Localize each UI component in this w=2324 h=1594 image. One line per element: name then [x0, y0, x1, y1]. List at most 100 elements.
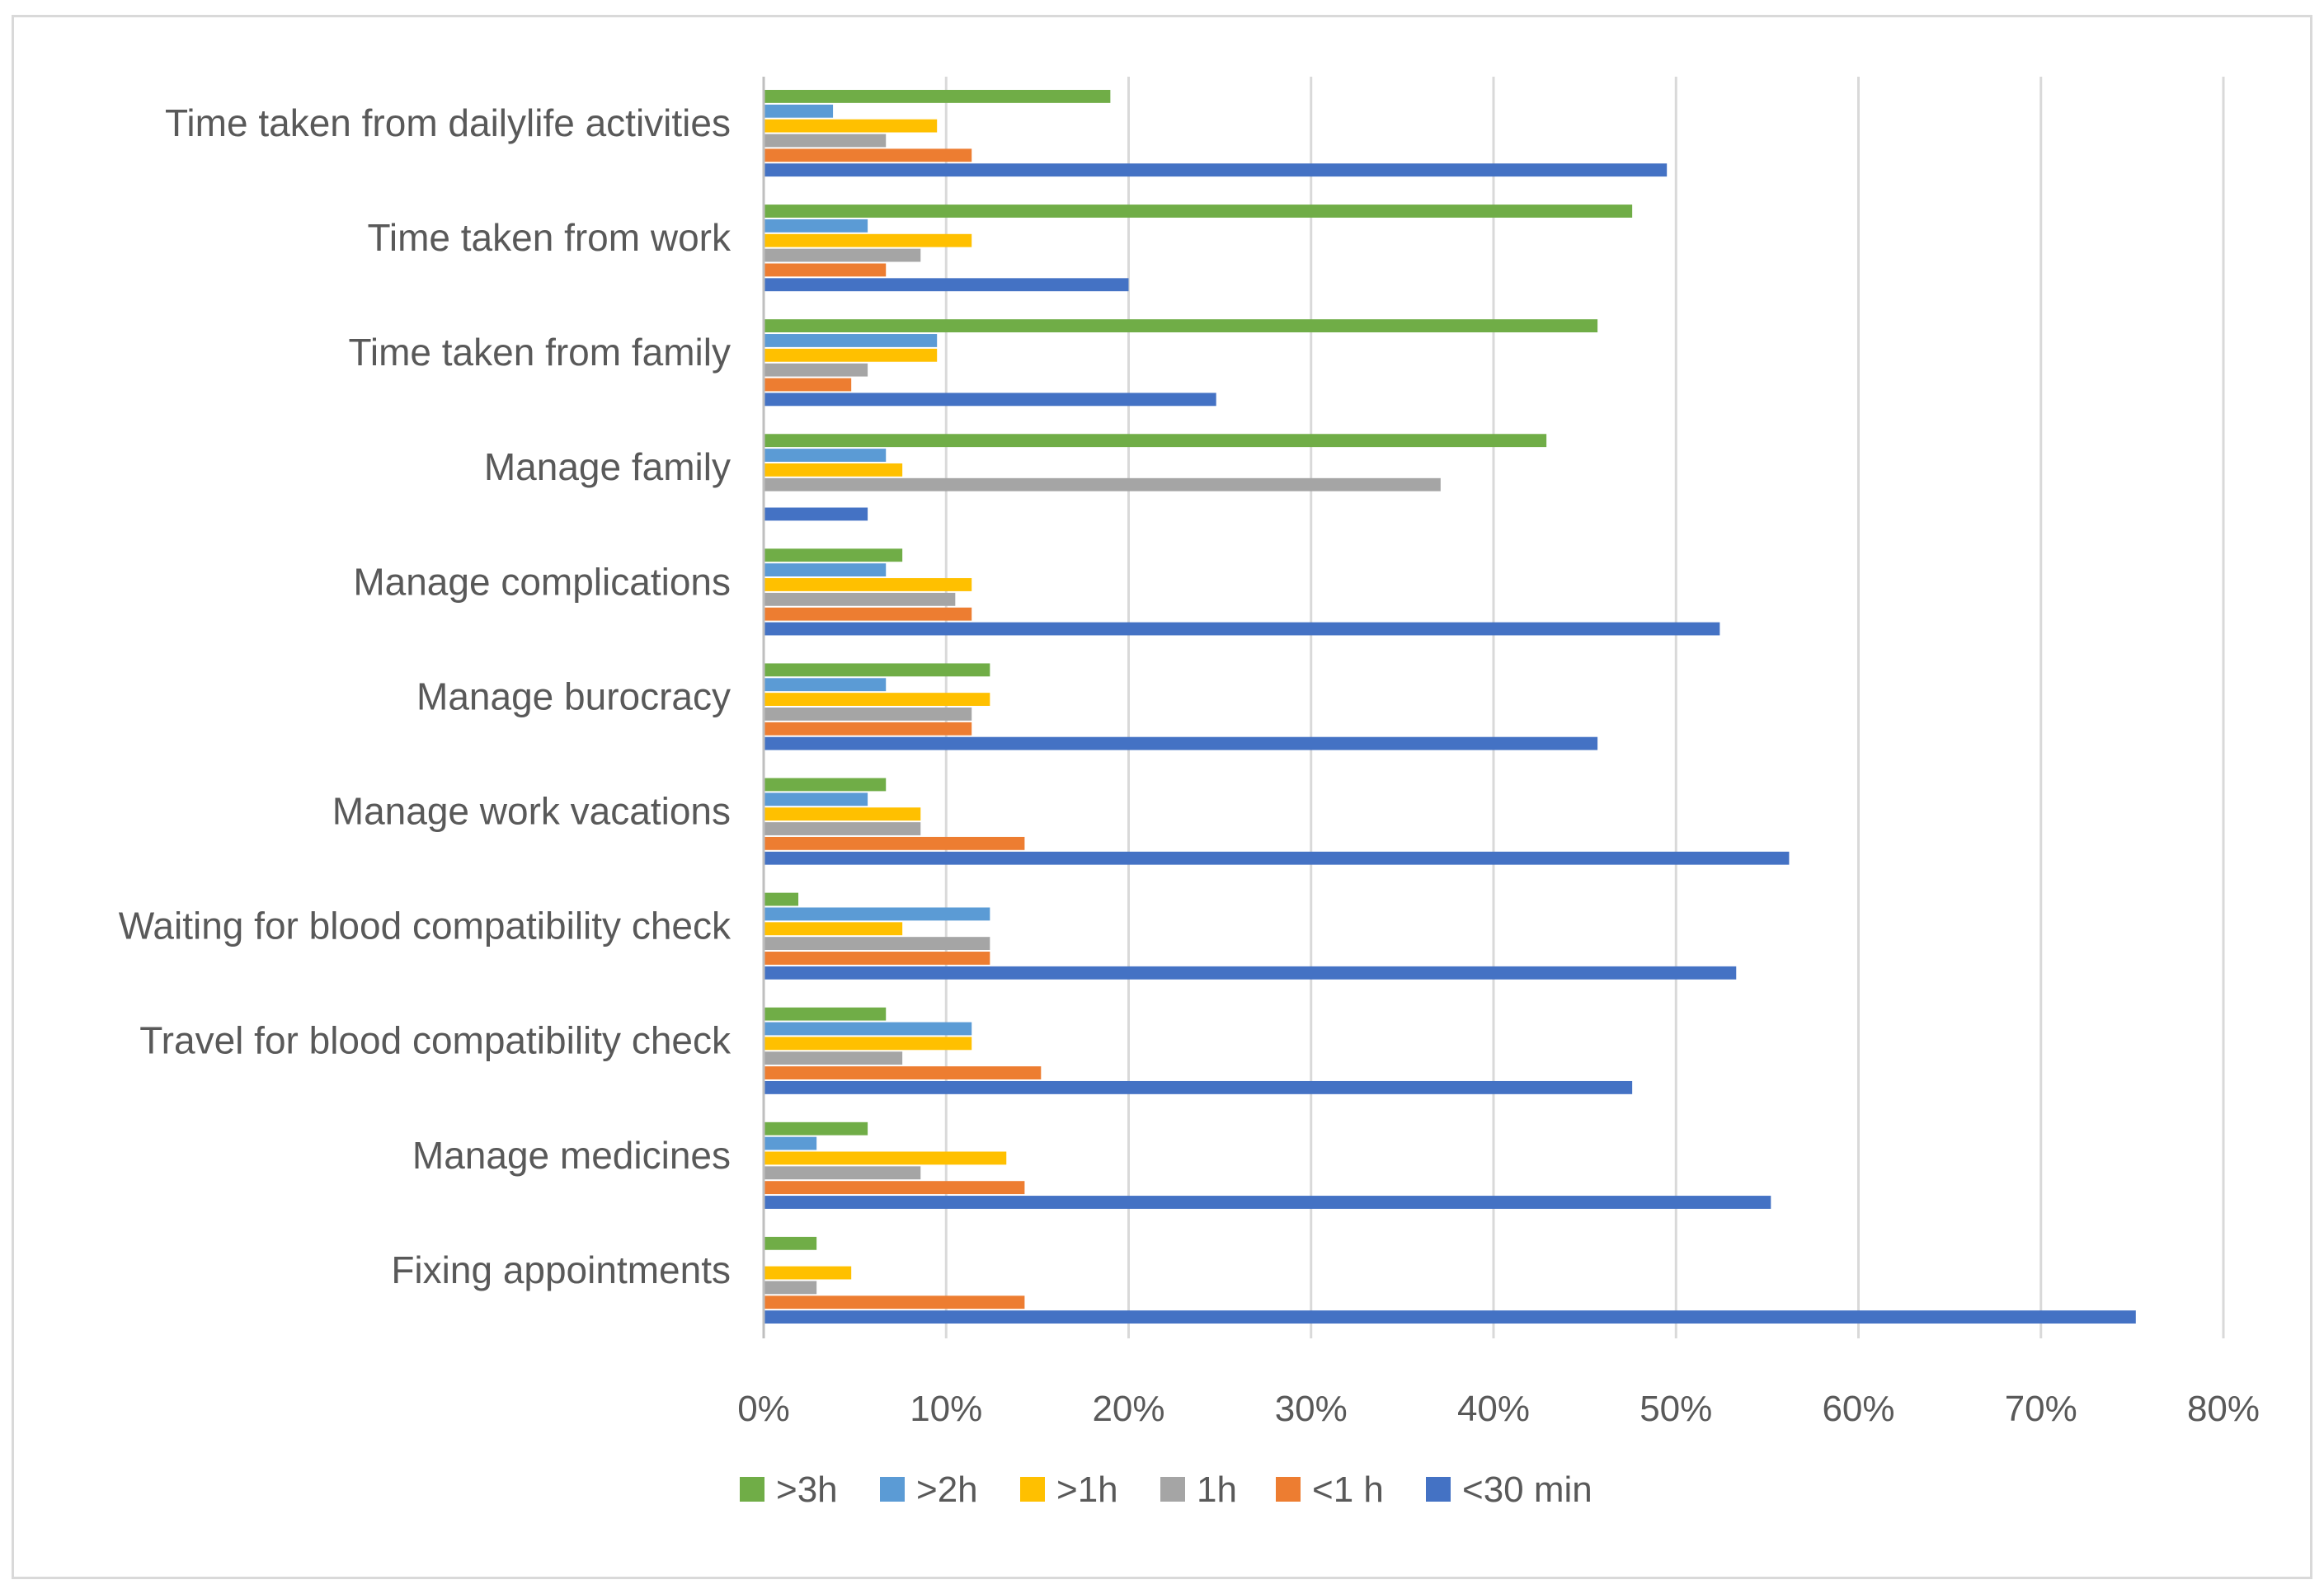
bar-2h-0 [764, 104, 834, 118]
bar-1h-4 [764, 578, 972, 591]
category-label: Fixing appointments [391, 1248, 731, 1291]
legend-label: >3h [776, 1469, 838, 1510]
bar-3h-6 [764, 778, 887, 792]
bar-2h-2 [764, 334, 938, 347]
x-tick-label: 50% [1640, 1389, 1712, 1429]
bar-1h-7 [764, 952, 990, 965]
bar-1h-1 [764, 233, 972, 247]
legend-label: >2h [916, 1469, 978, 1510]
bar-1h-0 [764, 119, 938, 133]
bar-2h-1 [764, 219, 868, 233]
bar-2h-7 [764, 907, 990, 921]
bar-2h-5 [764, 678, 887, 692]
bar-2h-9 [764, 1136, 817, 1150]
bar-30min-4 [764, 622, 1720, 636]
category-label: Manage medicines [412, 1134, 731, 1177]
bar-30min-6 [764, 851, 1790, 865]
bar-1h-9 [764, 1181, 1025, 1195]
legend-label: 1h [1197, 1469, 1237, 1510]
bar-1h-5 [764, 722, 972, 736]
bar-30min-7 [764, 966, 1737, 980]
bar-1h-10 [764, 1295, 1025, 1310]
bar-1h-0 [764, 134, 887, 148]
bar-1h-2 [764, 378, 852, 392]
bar-30min-10 [764, 1310, 2136, 1324]
category-label: Time taken from work [367, 216, 732, 259]
bar-1h-3 [764, 463, 903, 477]
bar-1h-1 [764, 248, 921, 262]
bar-30min-5 [764, 736, 1598, 750]
x-tick-label: 20% [1092, 1389, 1164, 1429]
legend-swatch [1426, 1477, 1451, 1502]
bar-3h-2 [764, 319, 1598, 333]
bar-3h-0 [764, 89, 1111, 103]
bar-2h-4 [764, 563, 887, 577]
bar-3h-10 [764, 1236, 817, 1250]
legend-label: <1 h [1312, 1469, 1384, 1510]
bar-30min-2 [764, 393, 1216, 407]
category-label: Time taken from family [348, 331, 731, 374]
legend: >3h >2h >1h 1h <1 h <30 min [740, 1469, 1592, 1510]
bar-chart: Time taken from dailylife activities Time… [119, 77, 2260, 1510]
bar-2h-8 [764, 1022, 972, 1036]
category-label: Waiting for blood compatibility check [119, 905, 732, 947]
bar-1h-6 [764, 836, 1025, 850]
category-label: Manage work vacations [332, 790, 731, 833]
x-tick-label: 80% [2187, 1389, 2260, 1429]
bar-1h-5 [764, 693, 990, 706]
category-label: Manage burocracy [416, 675, 731, 717]
bar-1h-3 [764, 477, 1441, 491]
x-tick-label: 60% [1822, 1389, 1894, 1429]
bar-1h-5 [764, 708, 972, 721]
category-label: Manage complications [353, 560, 731, 603]
bar-3h-7 [764, 892, 799, 906]
bar-30min-1 [764, 278, 1129, 292]
x-tick-label: 40% [1457, 1389, 1530, 1429]
bar-1h-7 [764, 922, 903, 936]
x-tick-label: 0% [737, 1389, 790, 1429]
bar-1h-0 [764, 148, 972, 162]
x-tick-labels: 0% 10% 20% 30% 40% 50% 60% 70% 80% [737, 1389, 2260, 1429]
legend-label: >1h [1056, 1469, 1118, 1510]
legend-swatch [1276, 1477, 1301, 1502]
legend-swatch [1160, 1477, 1185, 1502]
category-labels: Time taken from dailylife activities Time… [119, 101, 732, 1291]
gridlines [944, 77, 2225, 1338]
bar-1h-6 [764, 822, 921, 835]
x-tick-label: 10% [910, 1389, 982, 1429]
chart-frame: Time taken from dailylife activities Time… [12, 15, 2312, 1579]
bar-1h-9 [764, 1151, 1007, 1165]
bar-1h-4 [764, 607, 972, 621]
category-label: Manage family [484, 445, 731, 488]
bar-1h-1 [764, 263, 887, 277]
bar-3h-4 [764, 548, 903, 562]
bar-1h-4 [764, 592, 956, 606]
legend-swatch [880, 1477, 905, 1502]
bar-2h-3 [764, 449, 887, 462]
bar-1h-8 [764, 1037, 972, 1051]
bar-30min-8 [764, 1080, 1633, 1094]
bar-2h-6 [764, 792, 868, 806]
bar-1h-9 [764, 1166, 921, 1180]
bar-1h-8 [764, 1051, 903, 1065]
bar-3h-5 [764, 663, 990, 677]
bar-3h-3 [764, 434, 1547, 448]
category-label: Travel for blood compatibility check [139, 1019, 732, 1062]
category-label: Time taken from dailylife activities [165, 101, 731, 144]
bar-30min-3 [764, 507, 868, 521]
bar-3h-8 [764, 1007, 887, 1021]
bar-1h-6 [764, 807, 921, 821]
x-tick-label: 70% [2005, 1389, 2077, 1429]
legend-swatch [1020, 1477, 1045, 1502]
x-tick-label: 30% [1275, 1389, 1348, 1429]
bar-1h-8 [764, 1066, 1042, 1079]
bars [764, 89, 2136, 1324]
bar-3h-1 [764, 205, 1633, 218]
legend-label: <30 min [1462, 1469, 1592, 1510]
legend-swatch [740, 1477, 764, 1502]
bar-1h-2 [764, 363, 868, 377]
bar-3h-9 [764, 1121, 868, 1136]
bar-1h-7 [764, 937, 990, 951]
bar-1h-2 [764, 348, 938, 362]
bar-1h-10 [764, 1266, 852, 1280]
